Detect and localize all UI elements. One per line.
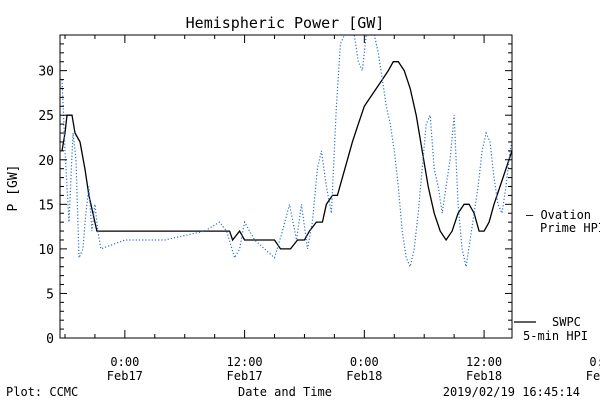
y-tick-label: 30 [38, 65, 54, 80]
x-tick-label-time: 12:00 [466, 355, 502, 369]
plot-credit: Plot: CCMC [6, 385, 78, 399]
chart-title: Hemispheric Power [GW] [186, 14, 385, 32]
x-tick-label-time: 0:00 [589, 355, 600, 369]
y-tick-label: 15 [38, 198, 54, 213]
x-tick-label-date: Feb18 [466, 369, 502, 383]
plot-area: 0510152025300:00Feb1712:00Feb170:00Feb18… [38, 34, 600, 383]
y-tick-label: 5 [46, 287, 54, 302]
series-line-ovation [61, 35, 512, 269]
y-tick-label: 20 [38, 154, 54, 169]
legend-ovation-line2: Prime HPI [540, 221, 600, 235]
x-tick-label-date: Feb17 [107, 369, 143, 383]
x-tick-label-time: 0:00 [350, 355, 379, 369]
y-tick-label: 10 [38, 243, 54, 258]
x-tick-label-date: Feb17 [227, 369, 263, 383]
legend-ovation-line1: — Ovation [526, 208, 591, 222]
timestamp: 2019/02/19 16:45:14 [443, 385, 580, 399]
y-tick-label: 25 [38, 109, 54, 124]
y-axis-label: P [GW] [6, 165, 21, 212]
x-tick-label-time: 12:00 [227, 355, 263, 369]
x-tick-label-date: Feb18 [346, 369, 382, 383]
series-line-swpc [61, 61, 512, 250]
x-axis-label: Date and Time [238, 385, 332, 399]
x-tick-label-date: Feb19 [586, 369, 600, 383]
x-tick-label-time: 0:00 [110, 355, 139, 369]
legend-swpc-line1: SWPC [552, 315, 581, 329]
legend-swpc-line2: 5-min HPI [523, 329, 588, 343]
y-tick-label: 0 [46, 332, 54, 347]
